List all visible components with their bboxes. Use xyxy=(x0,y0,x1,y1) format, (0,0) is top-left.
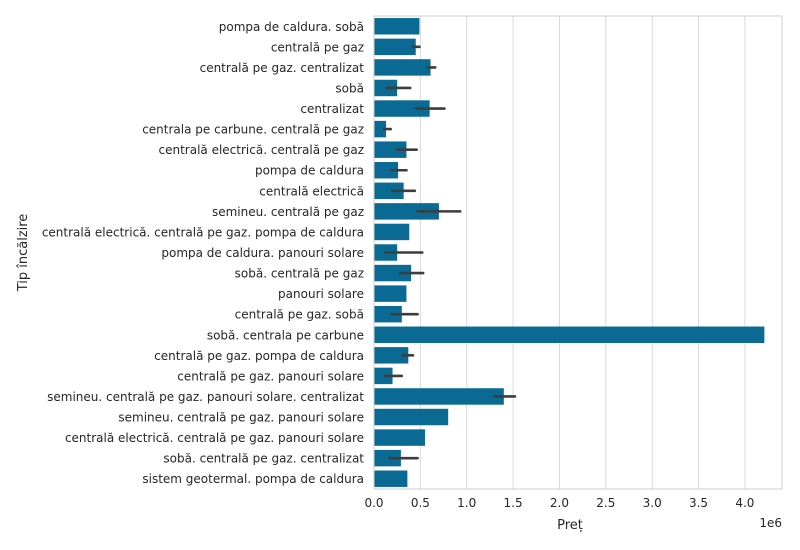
bar xyxy=(374,326,765,343)
y-axis-label: Tip încălzire xyxy=(16,214,31,293)
bar xyxy=(374,38,416,56)
bar xyxy=(374,264,412,282)
grid-lines xyxy=(373,16,746,489)
bar xyxy=(374,367,393,385)
bar xyxy=(374,18,420,35)
bar xyxy=(374,79,398,97)
x-axis-label: Preț xyxy=(557,518,583,533)
x-tick-label: 2.0 xyxy=(550,496,569,510)
y-tick-label: semineu. centrală pe gaz. panouri solare… xyxy=(47,390,364,404)
bar xyxy=(374,182,404,200)
y-tick-label: sobă. centrală pe gaz xyxy=(235,267,364,281)
x-tick-label: 4.0 xyxy=(735,496,754,510)
y-tick-labels: pompa de caldura. sobă centrală pe gaz cen… xyxy=(42,20,364,486)
x-tick-label: 0.5 xyxy=(411,496,430,510)
y-tick-label: centrală pe gaz. pompa de caldura xyxy=(154,349,364,363)
y-tick-label: sistem geotermal. pompa de caldura xyxy=(142,472,364,486)
x-tick-labels: 0.0 0.5 1.0 1.5 2.0 2.5 3.0 3.5 4.0 xyxy=(364,496,754,510)
y-tick-label: centrală pe gaz xyxy=(271,40,364,54)
y-tick-label: centrală pe gaz. panouri solare xyxy=(177,369,364,383)
y-tick-label: centralizat xyxy=(300,102,364,116)
y-tick-label: sobă xyxy=(335,81,364,95)
x-axis-offset-label: 1e6 xyxy=(759,516,782,530)
bar xyxy=(374,305,402,323)
bar xyxy=(374,470,408,487)
y-tick-label: centrală electrică. centrală pe gaz xyxy=(159,143,365,157)
y-tick-label: semineu. centrală pe gaz xyxy=(212,205,364,219)
bar xyxy=(374,347,409,364)
y-tick-label: centrală pe gaz. sobă xyxy=(235,308,364,322)
bar xyxy=(374,59,431,76)
plot-frame xyxy=(373,15,783,490)
y-tick-label: sobă. centrală pe gaz. centralizat xyxy=(163,452,364,466)
x-tick-label: 2.5 xyxy=(596,496,615,510)
y-tick-label: pompa de caldura xyxy=(255,164,364,178)
x-tick-label: 1.5 xyxy=(504,496,523,510)
bar xyxy=(374,449,401,467)
x-tick-label: 0.0 xyxy=(364,496,383,510)
error-bars xyxy=(382,45,517,460)
bar xyxy=(374,408,449,426)
y-tick-label: pompa de caldura. sobă xyxy=(219,20,364,34)
y-tick-label: centrală electrică. centrală pe gaz. pom… xyxy=(42,225,364,239)
bar xyxy=(374,120,387,138)
y-tick-label: centrală electrică. centrală pe gaz. pan… xyxy=(65,431,364,445)
bar xyxy=(374,162,399,179)
y-tick-label: sobă. centrala pe carbune xyxy=(207,328,364,342)
bar xyxy=(374,223,410,241)
bar xyxy=(374,203,439,220)
bar xyxy=(374,100,430,117)
x-tick-label: 3.0 xyxy=(643,496,662,510)
y-tick-label: panouri solare xyxy=(278,287,364,301)
bar xyxy=(374,285,407,302)
bar xyxy=(374,141,407,158)
bars xyxy=(374,18,765,487)
y-tick-label: semineu. centrală pe gaz. panouri solare xyxy=(118,411,364,425)
y-tick-label: centrală pe gaz. centralizat xyxy=(200,61,365,75)
bar xyxy=(374,388,504,405)
bar xyxy=(374,429,425,446)
y-tick-label: pompa de caldura. panouri solare xyxy=(161,246,364,260)
y-tick-label: centrala pe carbune. centrală pe gaz xyxy=(142,123,364,137)
x-tick-label: 3.5 xyxy=(689,496,708,510)
y-tick-label: centrală electrică xyxy=(259,184,364,198)
x-tick-label: 1.0 xyxy=(457,496,476,510)
